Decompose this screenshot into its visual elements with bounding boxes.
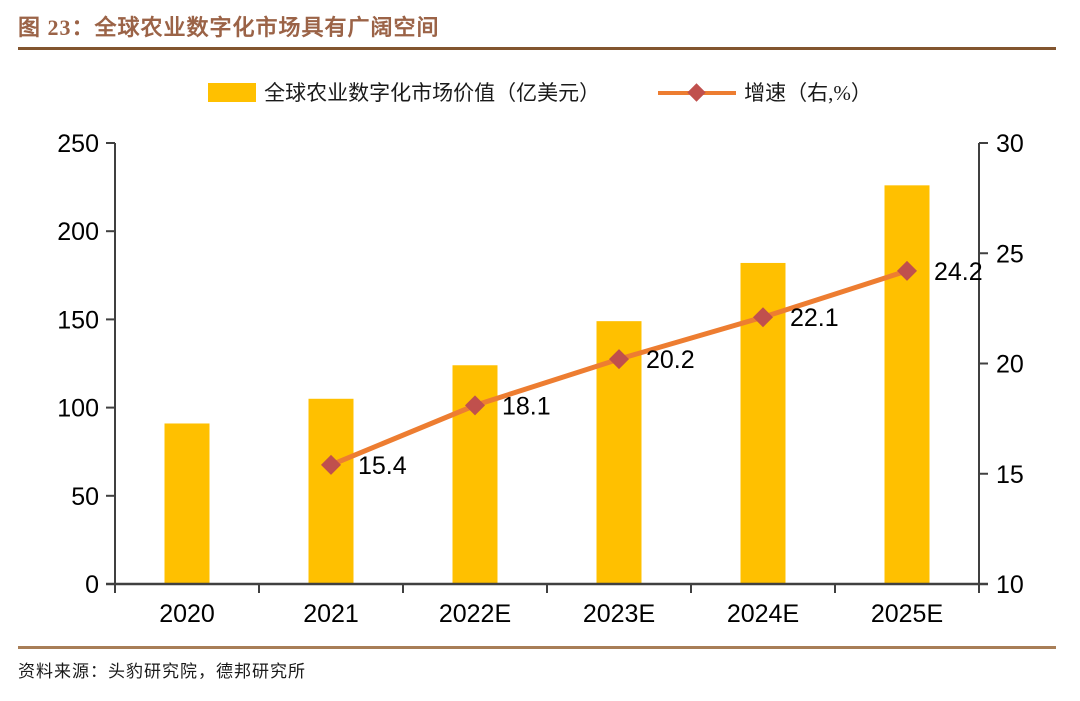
- line-legend-swatch-icon: [658, 82, 737, 102]
- source-rule-divider: [18, 646, 1056, 649]
- right-axis-tick-label: 10: [996, 571, 1024, 599]
- growth-data-label-2023E: 20.2: [646, 346, 695, 374]
- bar-2020: [164, 423, 210, 584]
- legend-label-growth-rate: 增速（右,%）: [744, 81, 872, 105]
- left-axis-tick-label: 50: [71, 483, 99, 511]
- legend-label-market-value: 全球农业数字化市场价值（亿美元）: [264, 81, 601, 105]
- figure-title: 图 23：全球农业数字化市场具有广阔空间: [18, 15, 440, 40]
- right-axis-tick-label: 25: [996, 240, 1024, 268]
- growth-data-label-2022E: 18.1: [502, 392, 551, 420]
- x-axis-label-2024E: 2024E: [727, 600, 799, 628]
- x-axis-label-2023E: 2023E: [583, 600, 655, 628]
- x-axis-label-2021: 2021: [303, 600, 359, 628]
- x-axis-label-2025E: 2025E: [871, 600, 943, 628]
- diamond-marker-2021: [321, 454, 341, 475]
- left-axis-tick-label: 200: [57, 218, 99, 246]
- growth-data-label-2025E: 24.2: [934, 258, 983, 286]
- right-axis-tick-label: 20: [996, 351, 1024, 379]
- title-rule-divider: [18, 47, 1056, 50]
- left-axis-tick-label: 100: [57, 395, 99, 423]
- bar-2021: [308, 398, 354, 584]
- chart-legend: 全球农业数字化市场价值（亿美元） 增速（右,%）: [0, 77, 1080, 107]
- left-axis-tick-label: 0: [85, 571, 99, 599]
- diamond-marker-2025E: [897, 260, 917, 281]
- source-attribution: 资料来源：头豹研究院，德邦研究所: [18, 662, 306, 681]
- diamond-marker-2023E: [609, 349, 629, 370]
- bar-2025E: [884, 185, 930, 584]
- right-axis-tick-label: 15: [996, 461, 1024, 489]
- diamond-marker-2022E: [465, 395, 485, 416]
- x-axis-label-2022E: 2022E: [439, 600, 511, 628]
- left-axis-tick-label: 150: [57, 306, 99, 334]
- bar-legend-swatch-icon: [208, 82, 257, 102]
- growth-data-label-2021: 15.4: [358, 452, 407, 480]
- left-axis-tick-label: 250: [57, 130, 99, 158]
- x-axis-label-2020: 2020: [159, 600, 215, 628]
- diamond-marker-2024E: [753, 307, 773, 328]
- legend-item-growth-rate: 增速（右,%）: [658, 77, 872, 107]
- right-axis-tick-label: 30: [996, 130, 1024, 158]
- growth-data-label-2024E: 22.1: [790, 304, 839, 332]
- legend-item-market-value: 全球农业数字化市场价值（亿美元）: [208, 77, 600, 107]
